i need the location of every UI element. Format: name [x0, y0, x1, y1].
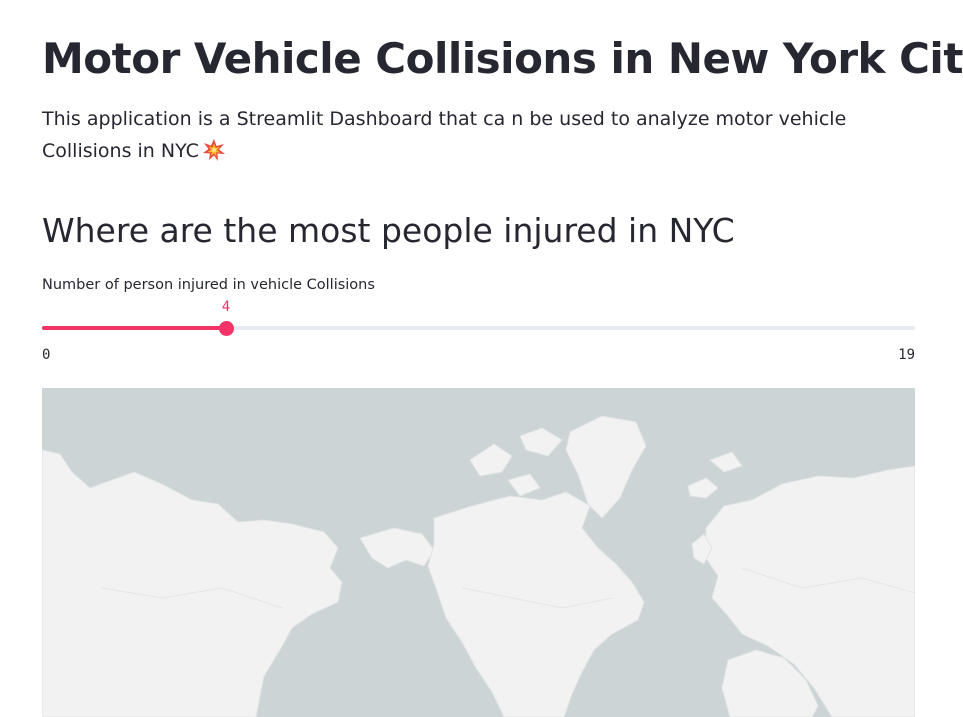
slider-thumb[interactable]	[219, 321, 234, 336]
collision-emoji-icon	[202, 139, 225, 161]
eastern-eurasia-landmass	[705, 465, 915, 717]
collision-map[interactable]	[42, 388, 915, 717]
slider-current-value: 4	[221, 299, 231, 315]
north-america-landmass	[427, 491, 645, 717]
page-description: This application is a Streamlit Dashboar…	[42, 103, 915, 167]
world-basemap	[42, 415, 915, 717]
western-eurasia-landmass	[42, 449, 343, 717]
description-text: This application is a Streamlit Dashboar…	[42, 108, 847, 162]
africa-landmass	[721, 649, 819, 717]
british-isles	[691, 533, 713, 565]
slider-max-label: 19	[898, 347, 915, 363]
iceland-island	[687, 477, 719, 499]
greenland-landmass	[565, 415, 647, 519]
injured-count-slider[interactable]: 4 0 19	[42, 296, 915, 366]
arctic-islands	[469, 427, 563, 497]
slider-label: Number of person injured in vehicle Coll…	[42, 277, 375, 293]
svalbard-islands	[709, 451, 743, 473]
slider-min-label: 0	[42, 347, 51, 363]
alaska-landmass	[359, 527, 435, 569]
slider-track[interactable]	[42, 326, 915, 330]
section-heading: Where are the most people injured in NYC	[42, 211, 735, 250]
page-title: Motor Vehicle Collisions in New York Cit…	[42, 34, 963, 83]
slider-fill	[42, 326, 226, 330]
